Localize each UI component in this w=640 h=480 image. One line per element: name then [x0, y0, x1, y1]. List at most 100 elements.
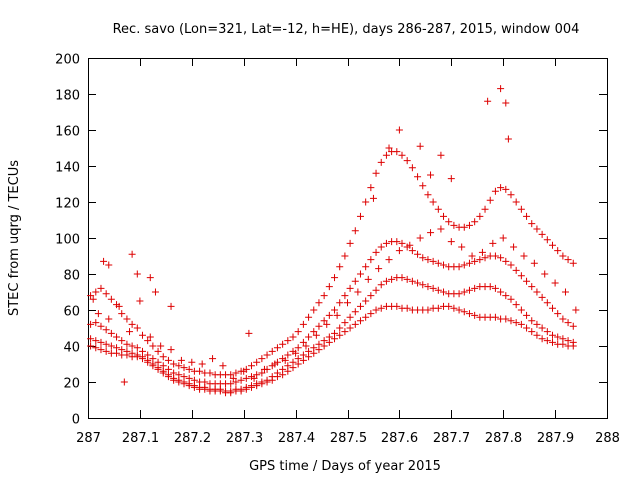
data-point	[499, 234, 507, 242]
data-point	[408, 164, 416, 172]
data-point	[144, 358, 152, 366]
data-point	[414, 173, 422, 181]
data-point	[440, 261, 448, 269]
data-point	[164, 356, 172, 364]
data-point	[471, 311, 479, 319]
data-point	[133, 344, 141, 352]
data-point	[427, 229, 435, 237]
data-point	[310, 306, 318, 314]
data-point	[289, 364, 297, 372]
data-point	[89, 295, 97, 303]
data-point	[102, 347, 110, 355]
data-point	[507, 191, 515, 199]
data-point	[559, 340, 567, 348]
data-point	[284, 337, 292, 345]
data-point	[419, 281, 427, 289]
data-point	[382, 239, 390, 247]
data-point	[455, 306, 463, 314]
data-point	[434, 304, 442, 312]
data-point	[299, 338, 307, 346]
data-point	[367, 310, 375, 318]
data-point	[372, 286, 380, 294]
data-point	[310, 328, 318, 336]
data-point	[97, 284, 105, 292]
data-point	[113, 349, 121, 357]
data-point	[356, 302, 364, 310]
data-point	[408, 247, 416, 255]
data-point	[284, 367, 292, 375]
data-point	[232, 378, 240, 386]
data-point	[100, 257, 108, 265]
data-point	[331, 274, 339, 282]
data-point	[190, 383, 198, 391]
data-point	[538, 293, 546, 301]
data-point	[164, 373, 172, 381]
data-point	[445, 302, 453, 310]
data-point	[419, 182, 427, 190]
data-point	[87, 342, 95, 350]
data-point	[92, 288, 100, 296]
data-point	[105, 315, 113, 323]
y-tick-label: 160	[55, 125, 80, 140]
data-point	[294, 360, 302, 368]
data-point	[107, 329, 115, 337]
data-point	[403, 157, 411, 165]
data-point	[559, 315, 567, 323]
data-point	[299, 320, 307, 328]
data-point	[554, 310, 562, 318]
x-tick-label: 287.8	[485, 431, 522, 446]
data-point	[497, 254, 505, 262]
data-point	[281, 356, 289, 364]
data-point	[133, 324, 141, 332]
data-point	[315, 322, 323, 330]
data-point	[198, 360, 206, 368]
data-point	[341, 252, 349, 260]
data-point	[123, 351, 131, 359]
data-point	[554, 247, 562, 255]
data-point	[481, 254, 489, 262]
data-point	[312, 331, 320, 339]
x-tick-label: 287.4	[278, 431, 315, 446]
data-point	[434, 286, 442, 294]
data-point	[569, 342, 577, 350]
data-point	[476, 256, 484, 264]
data-point	[538, 230, 546, 238]
data-point	[325, 283, 333, 291]
data-point	[416, 142, 424, 150]
x-tick-label: 287.2	[174, 431, 211, 446]
data-point	[167, 346, 175, 354]
data-point	[395, 247, 403, 255]
data-point	[120, 378, 128, 386]
x-tick-label: 287	[76, 431, 101, 446]
data-point	[167, 302, 175, 310]
data-point	[336, 263, 344, 271]
data-point	[491, 313, 499, 321]
data-point	[372, 306, 380, 314]
data-point	[476, 212, 484, 220]
y-axis: 0 20 40 60 80 100 120 140 160 180 200	[55, 53, 607, 428]
data-point	[543, 299, 551, 307]
data-point	[346, 284, 354, 292]
data-point	[320, 292, 328, 300]
data-point	[341, 319, 349, 327]
y-tick-label: 140	[55, 161, 80, 176]
data-point	[465, 221, 473, 229]
data-point	[258, 369, 266, 377]
data-point	[517, 320, 525, 328]
data-point	[437, 151, 445, 159]
data-point	[279, 340, 287, 348]
data-point	[385, 144, 393, 152]
data-point	[447, 175, 455, 183]
data-point	[336, 331, 344, 339]
data-points	[87, 85, 580, 397]
data-point	[528, 283, 536, 291]
data-point	[427, 171, 435, 179]
data-point	[460, 288, 468, 296]
data-point	[460, 308, 468, 316]
data-point	[151, 288, 159, 296]
data-point	[455, 263, 463, 271]
data-point	[118, 310, 126, 318]
data-point	[564, 319, 572, 327]
data-point	[292, 349, 300, 357]
data-point	[351, 308, 359, 316]
